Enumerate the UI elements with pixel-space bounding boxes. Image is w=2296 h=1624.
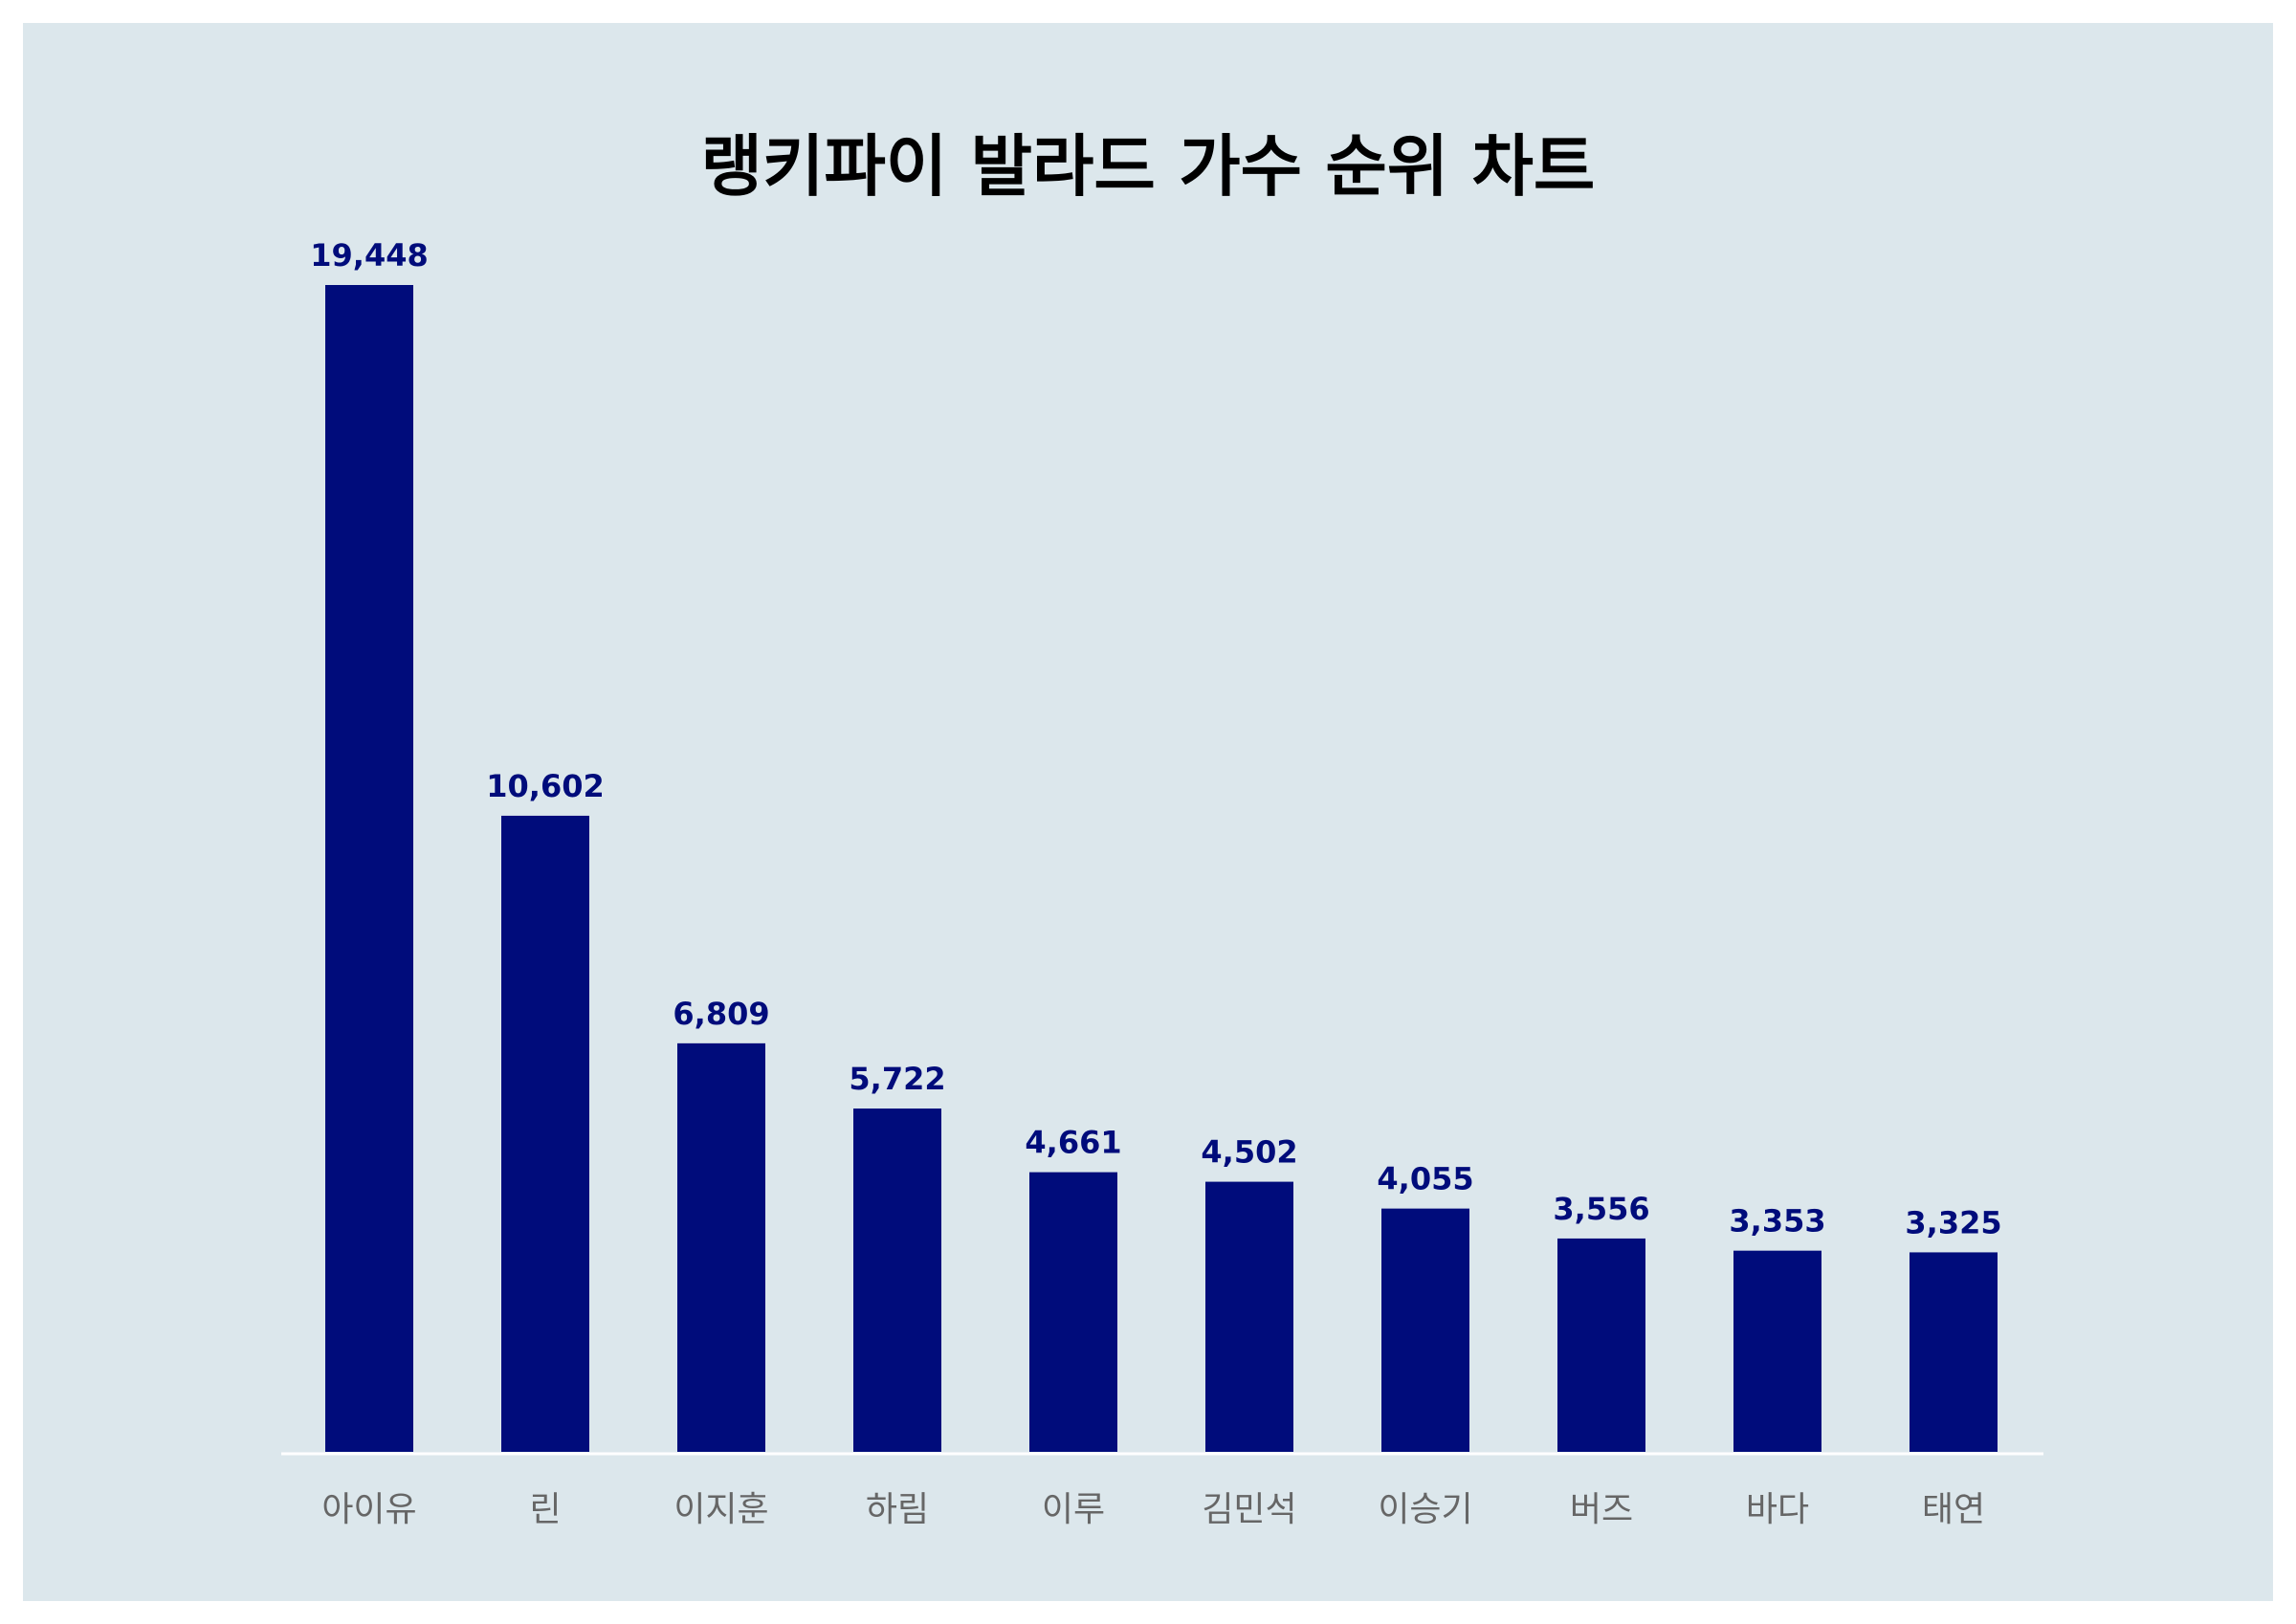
value-label-8: 3,556 xyxy=(1553,1191,1649,1227)
category-label-9: 바다 xyxy=(1746,1490,1809,1529)
bar-3 xyxy=(677,1042,765,1452)
value-label-4: 5,722 xyxy=(849,1061,945,1097)
category-label-2: 린 xyxy=(529,1490,561,1529)
category-label-6: 김민석 xyxy=(1202,1490,1296,1529)
category-label-3: 이지훈 xyxy=(673,1490,768,1529)
category-label-7: 이승기 xyxy=(1378,1490,1472,1529)
category-label-8: 버즈 xyxy=(1570,1490,1633,1529)
bar-5 xyxy=(1029,1172,1117,1452)
value-label-1: 19,448 xyxy=(310,237,428,274)
value-label-7: 4,055 xyxy=(1377,1161,1473,1197)
chart-title: 랭키파이 발라드 가수 순위 차트 xyxy=(700,127,1596,206)
value-label-9: 3,353 xyxy=(1729,1203,1825,1240)
bar-9 xyxy=(1733,1250,1821,1452)
category-label-5: 이루 xyxy=(1042,1490,1105,1529)
bar-7 xyxy=(1381,1208,1469,1452)
value-label-10: 3,325 xyxy=(1905,1204,2001,1240)
bar-10 xyxy=(1910,1252,1998,1452)
category-label-10: 태연 xyxy=(1922,1490,1985,1529)
bar-6 xyxy=(1205,1181,1293,1452)
bars-group xyxy=(325,285,1998,1452)
bar-1 xyxy=(325,285,413,1452)
value-label-3: 6,809 xyxy=(673,996,769,1032)
bar-8 xyxy=(1557,1238,1645,1452)
value-label-5: 4,661 xyxy=(1025,1125,1121,1161)
value-label-2: 10,602 xyxy=(486,768,604,804)
value-labels-group: 19,448 10,602 6,809 5,722 4,661 4,502 4,055 3,5… xyxy=(310,237,2001,1240)
bar-2 xyxy=(501,815,589,1452)
value-label-6: 4,502 xyxy=(1201,1134,1297,1171)
category-label-4: 하림 xyxy=(866,1490,929,1529)
category-labels-group: 아이유 린 이지훈 하림 이루 김민석 이승기 버즈 바다 태연 xyxy=(321,1490,1985,1529)
category-label-1: 아이유 xyxy=(321,1490,416,1529)
bar-4 xyxy=(853,1108,941,1452)
